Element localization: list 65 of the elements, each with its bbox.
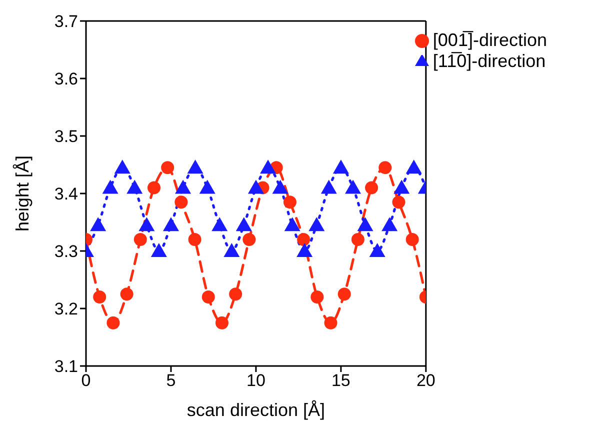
point: [188, 233, 202, 246]
point: [161, 161, 174, 174]
point: [174, 196, 188, 209]
point: [93, 290, 106, 304]
point: [106, 316, 120, 330]
point: [134, 233, 147, 246]
point: [126, 180, 143, 194]
x-tick-label: 20: [416, 371, 436, 390]
point: [378, 161, 392, 174]
y-tick-label: 3.3: [54, 242, 78, 262]
y-tick-label: 3.1: [54, 357, 78, 376]
point: [236, 217, 252, 232]
point: [224, 243, 240, 257]
point: [297, 233, 310, 246]
point: [406, 160, 422, 174]
point: [357, 217, 374, 232]
point: [310, 290, 324, 304]
point: [90, 217, 106, 232]
point: [284, 217, 300, 232]
x-tick-label: 15: [331, 371, 350, 390]
point: [212, 217, 228, 232]
point: [392, 196, 406, 209]
point: [248, 180, 264, 194]
x-tick-label: 5: [166, 371, 176, 390]
point: [162, 217, 179, 232]
point: [324, 316, 338, 330]
point: [296, 243, 313, 257]
x-axis-title: scan direction [Å]: [186, 400, 325, 420]
point: [369, 243, 386, 257]
point: [242, 233, 256, 246]
point: [138, 217, 155, 232]
y-axis-title: height [Å]: [12, 155, 32, 232]
point: [351, 233, 364, 246]
point: [365, 181, 378, 194]
legend-label: [11̅0]-direction: [432, 51, 546, 71]
y-tick-label: 3.6: [54, 70, 78, 89]
point: [120, 288, 134, 301]
point: [338, 288, 351, 301]
point: [202, 290, 215, 304]
y-tick-label: 3.4: [54, 184, 78, 204]
point: [187, 160, 204, 174]
point: [114, 160, 130, 174]
point: [229, 288, 242, 301]
point: [150, 243, 167, 257]
point: [175, 180, 192, 194]
point: [332, 160, 349, 174]
point: [308, 217, 325, 232]
point: [102, 180, 118, 194]
x-tick-label: 0: [81, 371, 91, 390]
point: [260, 160, 276, 174]
x-tick-label: 10: [246, 371, 266, 390]
point: [215, 316, 228, 330]
point: [345, 180, 362, 194]
y-tick-label: 3.7: [54, 12, 78, 32]
y-tick-label: 3.5: [54, 127, 78, 146]
point: [272, 180, 288, 194]
point: [394, 180, 410, 194]
point: [283, 196, 296, 209]
point: [199, 180, 216, 194]
y-tick-label: 3.2: [54, 300, 78, 319]
legend-label: [001̅]-direction: [432, 30, 547, 50]
point: [147, 181, 160, 194]
point: [382, 217, 398, 232]
point: [406, 233, 419, 246]
point: [320, 180, 337, 194]
